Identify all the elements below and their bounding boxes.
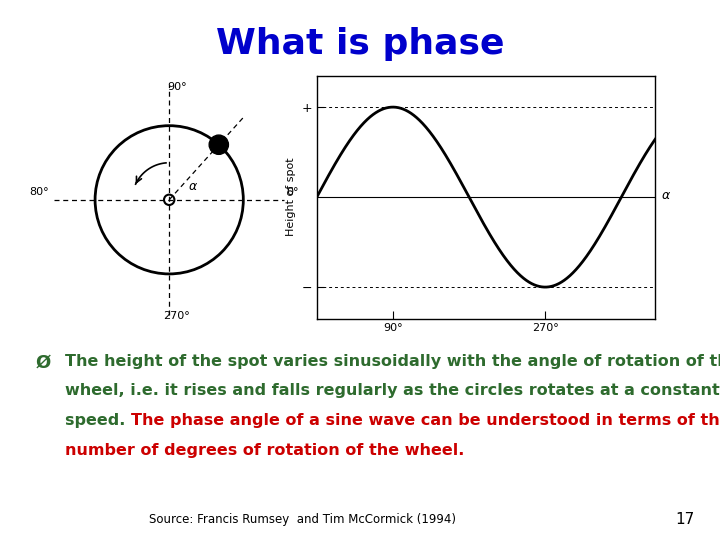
Y-axis label: Height of spot: Height of spot [286,158,296,237]
Text: α: α [662,189,670,202]
Text: The height of the spot varies sinusoidally with the angle of rotation of the: The height of the spot varies sinusoidal… [65,354,720,369]
Text: α: α [189,180,197,193]
Text: What is phase: What is phase [216,27,504,61]
Circle shape [209,135,228,154]
Text: number of degrees of rotation of the wheel.: number of degrees of rotation of the whe… [65,443,464,458]
Text: Source: Francis Rumsey  and Tim McCormick (1994): Source: Francis Rumsey and Tim McCormick… [149,514,456,526]
Text: 270°: 270° [163,311,190,321]
Text: 90°: 90° [167,82,186,92]
Text: wheel, i.e. it rises and falls regularly as the circles rotates at a constant: wheel, i.e. it rises and falls regularly… [65,383,719,399]
Text: 17: 17 [675,511,695,526]
Text: 80°: 80° [30,187,49,198]
Text: The phase angle of a sine wave can be understood in terms of the: The phase angle of a sine wave can be un… [131,413,720,428]
Text: Ø: Ø [36,354,51,372]
Text: 0°: 0° [287,187,299,198]
Text: speed.: speed. [65,413,131,428]
